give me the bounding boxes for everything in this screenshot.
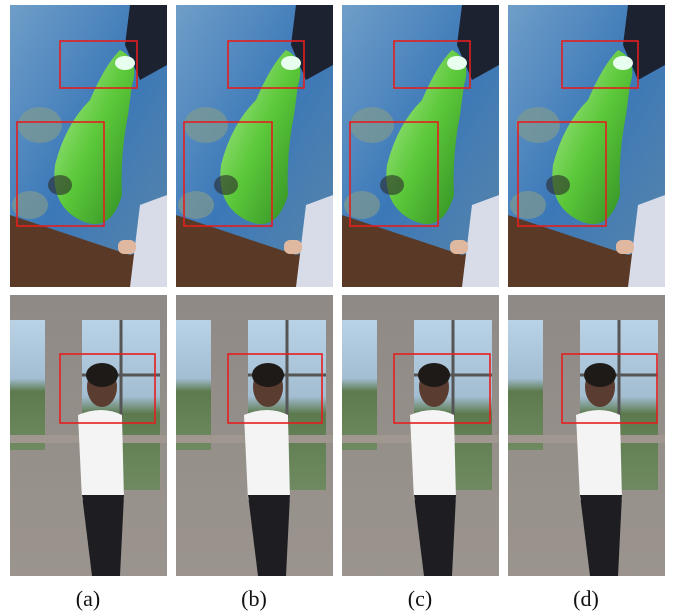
highlight-box (517, 121, 607, 227)
highlight-box (183, 121, 273, 227)
image-c2 (342, 295, 499, 576)
row-1 (10, 5, 665, 287)
image-b2 (176, 295, 333, 576)
highlight-box (16, 121, 105, 227)
caption: (b) (241, 586, 267, 611)
highlight-box (59, 40, 138, 89)
image-a1 (10, 5, 167, 287)
highlight-box (227, 40, 305, 89)
row-2 (10, 295, 665, 576)
image-a2 (10, 295, 167, 576)
caption: (c) (408, 586, 432, 611)
highlight-box (393, 353, 491, 424)
image-d2 (508, 295, 665, 576)
highlight-box (59, 353, 156, 424)
highlight-box (349, 121, 439, 227)
highlight-box (561, 353, 658, 424)
highlight-box (227, 353, 323, 424)
highlight-box (561, 40, 639, 89)
caption: (d) (573, 586, 599, 611)
image-c1 (342, 5, 499, 287)
image-b1 (176, 5, 333, 287)
caption: (a) (76, 586, 100, 611)
image-d1 (508, 5, 665, 287)
highlight-box (393, 40, 471, 89)
